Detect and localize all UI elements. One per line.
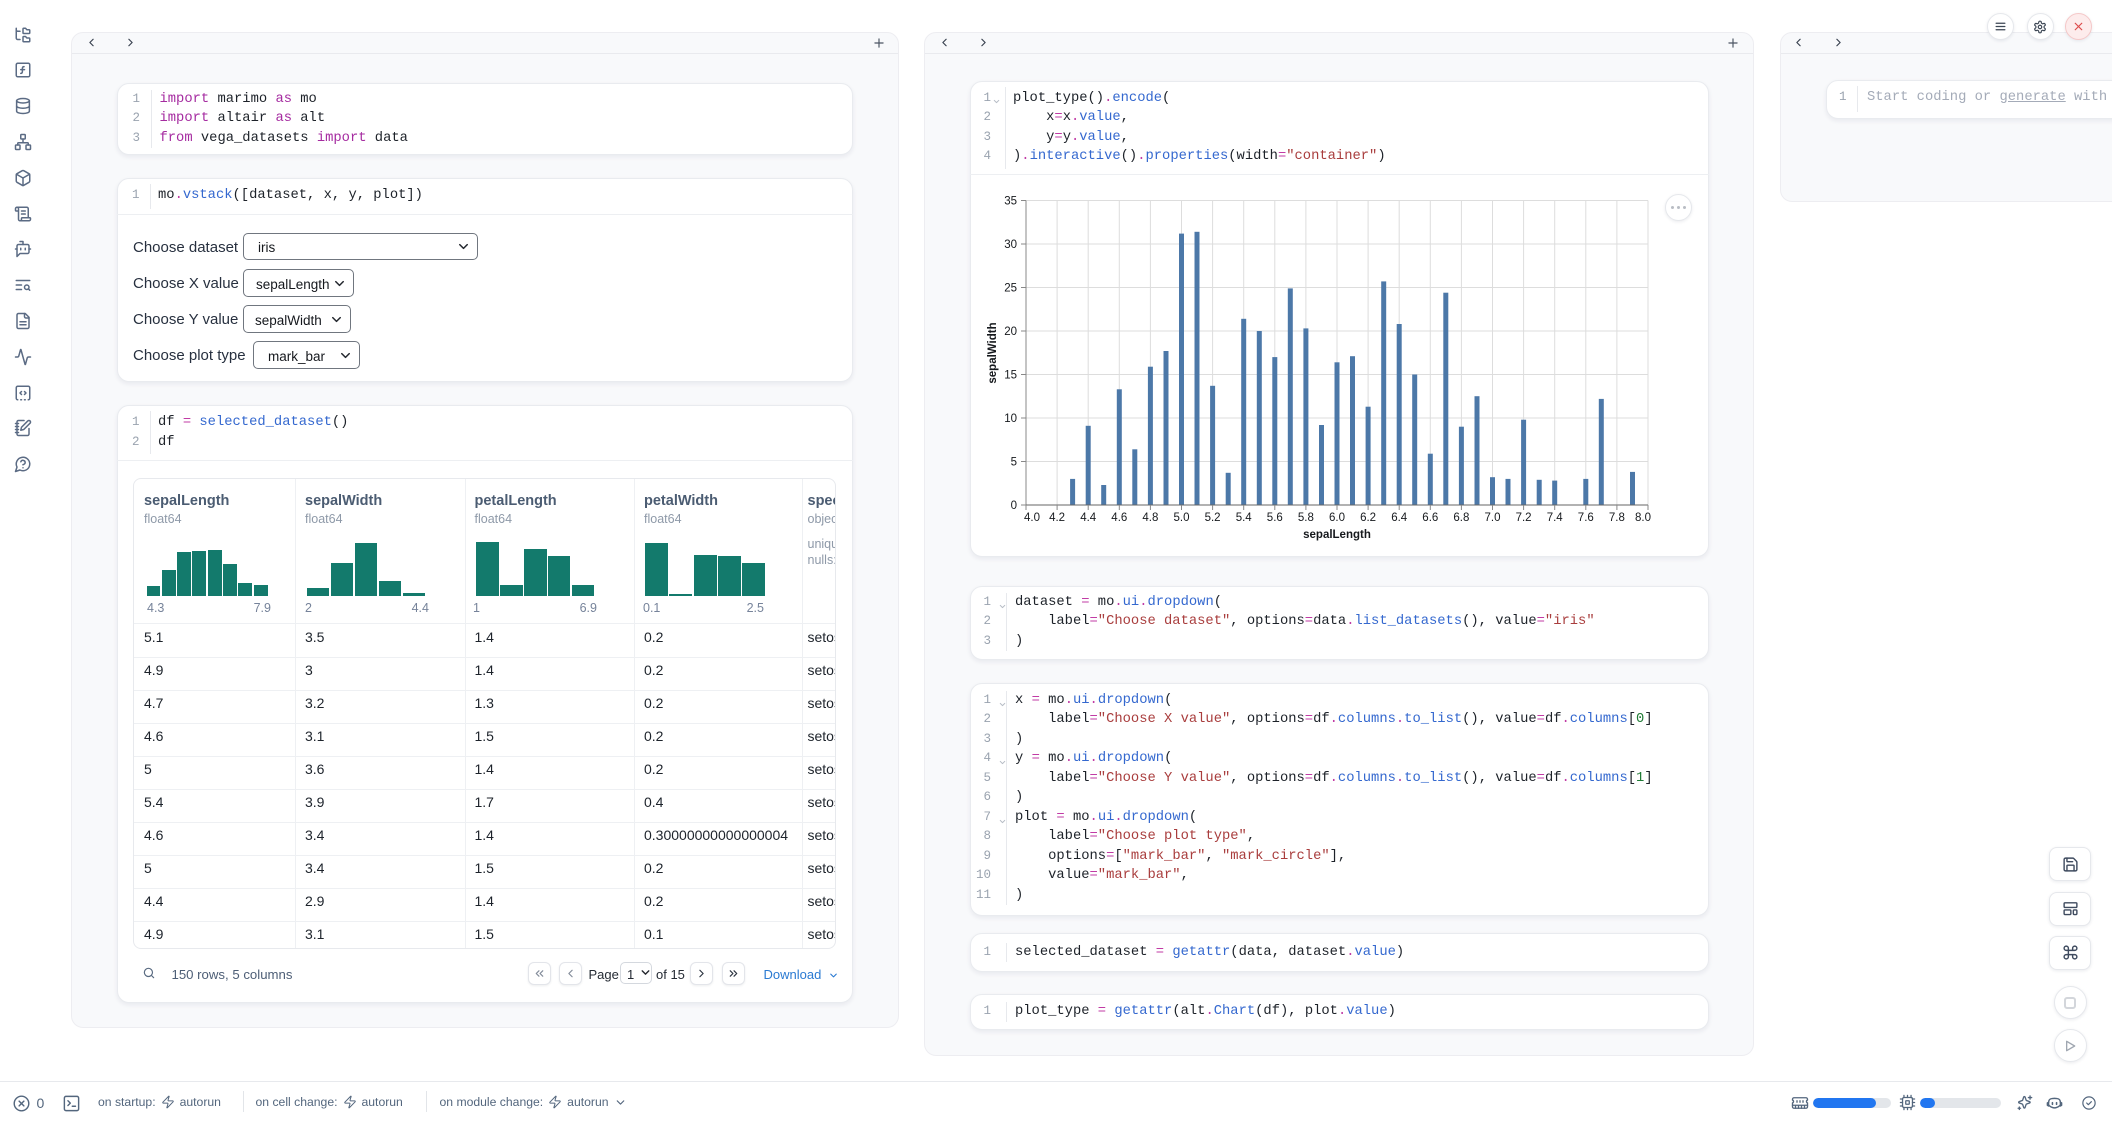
svg-text:5: 5 — [1011, 457, 1017, 469]
svg-text:25: 25 — [1004, 283, 1017, 295]
svg-text:7.8: 7.8 — [1609, 512, 1625, 524]
svg-text:6.6: 6.6 — [1422, 512, 1438, 524]
svg-text:20: 20 — [1004, 326, 1017, 338]
svg-text:sepalLength: sepalLength — [1303, 529, 1371, 541]
svg-text:10: 10 — [1004, 413, 1017, 425]
svg-text:4.8: 4.8 — [1142, 512, 1158, 524]
svg-text:15: 15 — [1004, 370, 1017, 382]
svg-text:0: 0 — [1011, 500, 1017, 512]
svg-text:4.6: 4.6 — [1111, 512, 1127, 524]
svg-text:4.2: 4.2 — [1049, 512, 1065, 524]
svg-text:5.8: 5.8 — [1298, 512, 1314, 524]
svg-text:35: 35 — [1004, 196, 1017, 208]
svg-text:6.4: 6.4 — [1391, 512, 1408, 524]
svg-text:30: 30 — [1004, 239, 1017, 251]
svg-text:5.6: 5.6 — [1267, 512, 1283, 524]
svg-text:5.0: 5.0 — [1174, 512, 1190, 524]
svg-text:7.6: 7.6 — [1578, 512, 1594, 524]
svg-text:8.0: 8.0 — [1635, 512, 1651, 524]
svg-text:5.2: 5.2 — [1205, 512, 1221, 524]
svg-text:7.4: 7.4 — [1547, 512, 1564, 524]
svg-text:5.4: 5.4 — [1236, 512, 1253, 524]
svg-text:7.0: 7.0 — [1485, 512, 1501, 524]
svg-text:6.8: 6.8 — [1453, 512, 1469, 524]
svg-text:sepalWidth: sepalWidth — [987, 322, 999, 383]
svg-text:4.0: 4.0 — [1024, 512, 1040, 524]
svg-text:6.2: 6.2 — [1360, 512, 1376, 524]
svg-text:4.4: 4.4 — [1080, 512, 1097, 524]
svg-text:7.2: 7.2 — [1516, 512, 1532, 524]
svg-text:6.0: 6.0 — [1329, 512, 1345, 524]
